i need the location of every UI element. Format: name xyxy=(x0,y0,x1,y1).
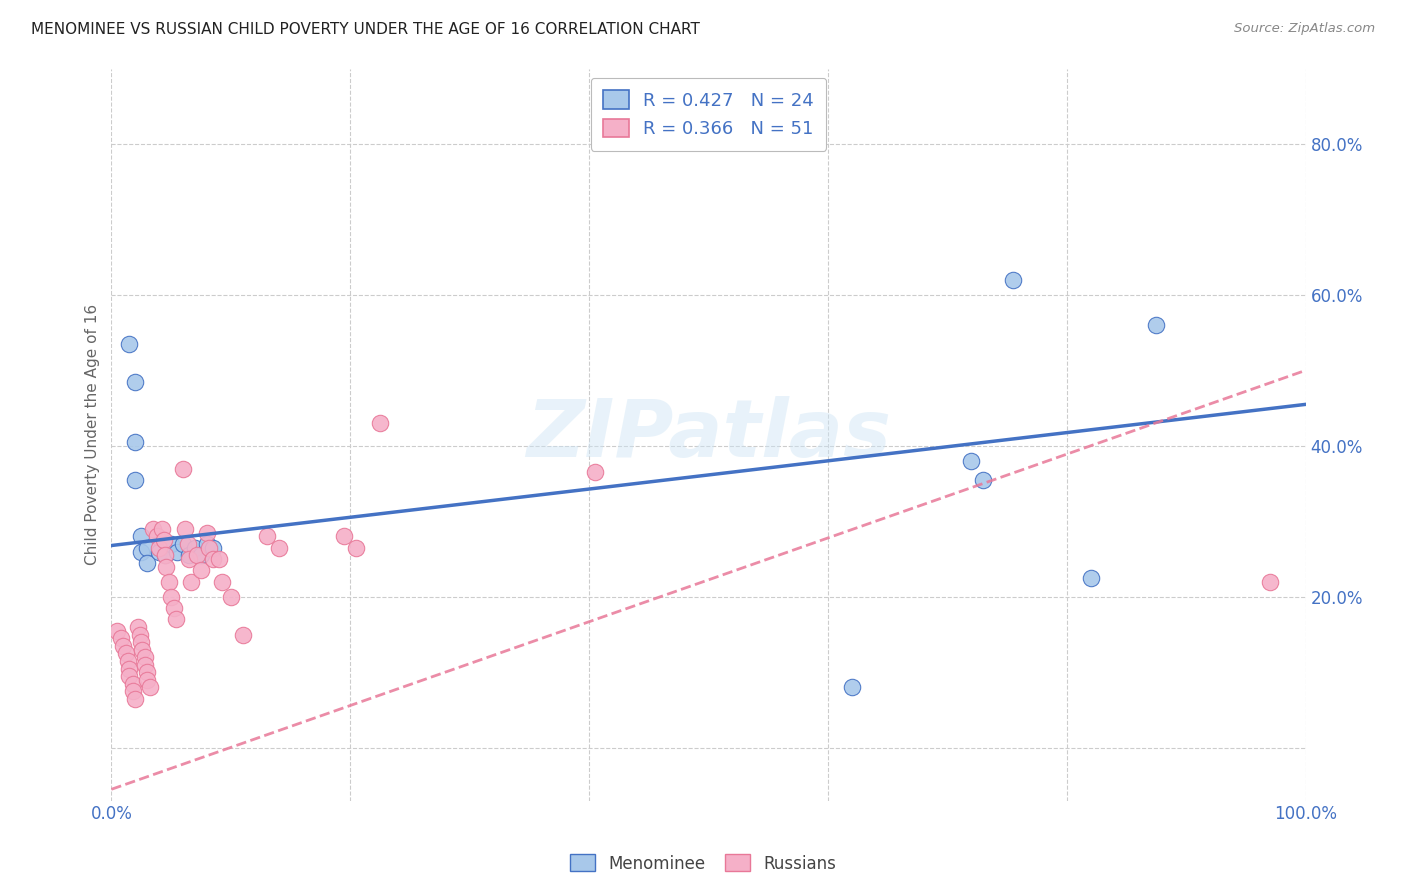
Point xyxy=(344,541,367,555)
Point xyxy=(198,541,221,555)
Point xyxy=(118,337,141,351)
Point xyxy=(172,461,194,475)
Point xyxy=(136,541,159,555)
Point xyxy=(124,375,146,389)
Point xyxy=(1258,574,1281,589)
Point xyxy=(112,639,135,653)
Point xyxy=(256,529,278,543)
Point xyxy=(114,647,136,661)
Point xyxy=(129,635,152,649)
Point xyxy=(174,522,197,536)
Point xyxy=(122,684,145,698)
Point xyxy=(127,620,149,634)
Point xyxy=(118,669,141,683)
Point xyxy=(148,544,170,558)
Point xyxy=(211,574,233,589)
Point xyxy=(117,654,139,668)
Point xyxy=(172,537,194,551)
Point xyxy=(190,563,212,577)
Point xyxy=(162,601,184,615)
Y-axis label: Child Poverty Under the Age of 16: Child Poverty Under the Age of 16 xyxy=(86,304,100,566)
Point xyxy=(138,681,160,695)
Point xyxy=(150,522,173,536)
Point xyxy=(165,612,187,626)
Point xyxy=(184,541,207,555)
Point xyxy=(186,549,208,563)
Point xyxy=(129,529,152,543)
Point xyxy=(136,673,159,687)
Point xyxy=(960,454,983,468)
Point xyxy=(1001,273,1024,287)
Point xyxy=(124,435,146,450)
Point xyxy=(190,549,212,563)
Point xyxy=(201,552,224,566)
Point xyxy=(110,632,132,646)
Point xyxy=(157,574,180,589)
Point xyxy=(208,552,231,566)
Point xyxy=(160,537,183,551)
Point xyxy=(972,473,994,487)
Point xyxy=(136,556,159,570)
Point xyxy=(118,661,141,675)
Point xyxy=(267,541,290,555)
Point xyxy=(160,590,183,604)
Point xyxy=(201,541,224,555)
Point xyxy=(131,642,153,657)
Point xyxy=(153,549,176,563)
Point xyxy=(142,522,165,536)
Point xyxy=(180,574,202,589)
Point xyxy=(124,691,146,706)
Point xyxy=(1144,318,1167,332)
Point xyxy=(841,681,863,695)
Point xyxy=(105,624,128,638)
Point xyxy=(1080,571,1102,585)
Point xyxy=(146,529,169,543)
Point xyxy=(177,537,200,551)
Point xyxy=(136,665,159,680)
Text: Source: ZipAtlas.com: Source: ZipAtlas.com xyxy=(1234,22,1375,36)
Point xyxy=(129,544,152,558)
Legend: R = 0.427   N = 24, R = 0.366   N = 51: R = 0.427 N = 24, R = 0.366 N = 51 xyxy=(591,78,827,151)
Point xyxy=(195,537,218,551)
Point xyxy=(219,590,242,604)
Point xyxy=(122,676,145,690)
Point xyxy=(148,541,170,555)
Point xyxy=(368,416,391,430)
Text: ZIPatlas: ZIPatlas xyxy=(526,395,891,474)
Point xyxy=(177,549,200,563)
Point xyxy=(333,529,356,543)
Text: MENOMINEE VS RUSSIAN CHILD POVERTY UNDER THE AGE OF 16 CORRELATION CHART: MENOMINEE VS RUSSIAN CHILD POVERTY UNDER… xyxy=(31,22,700,37)
Point xyxy=(129,627,152,641)
Point xyxy=(155,559,177,574)
Point xyxy=(232,627,254,641)
Point xyxy=(124,473,146,487)
Point xyxy=(153,549,176,563)
Point xyxy=(195,525,218,540)
Point xyxy=(166,544,188,558)
Point xyxy=(153,533,176,548)
Point xyxy=(134,650,156,665)
Point xyxy=(177,552,200,566)
Legend: Menominee, Russians: Menominee, Russians xyxy=(562,847,844,880)
Point xyxy=(583,465,606,479)
Point xyxy=(134,657,156,672)
